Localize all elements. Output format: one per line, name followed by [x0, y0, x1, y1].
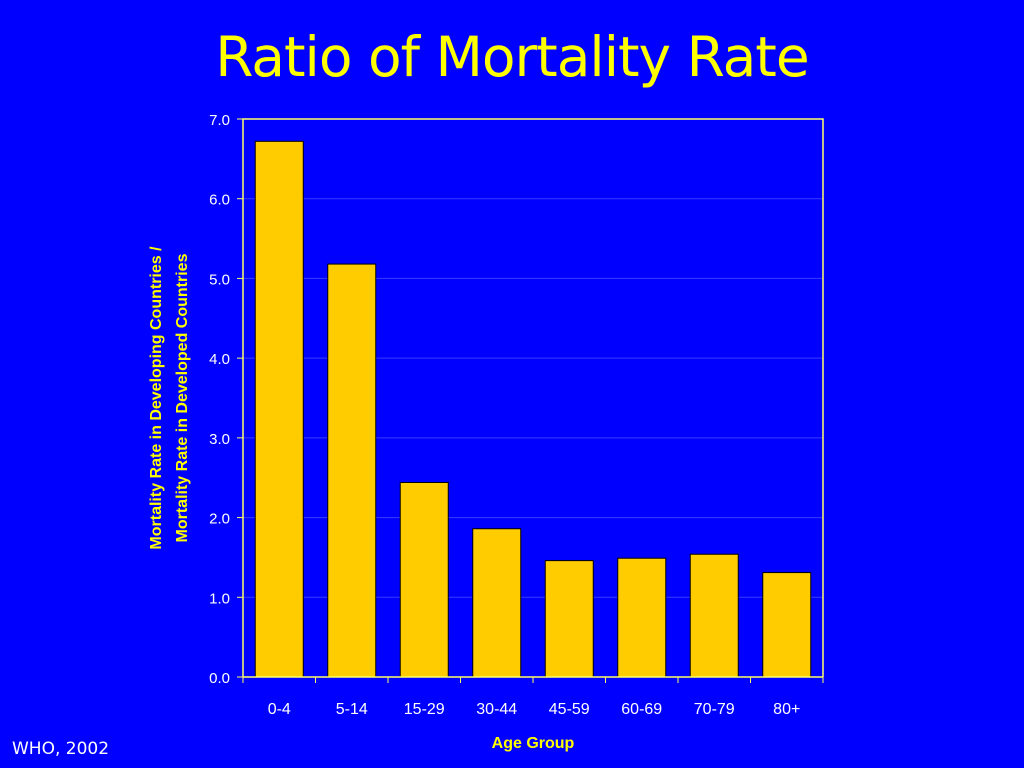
x-axis-title: Age Group — [492, 735, 575, 752]
bar-5-14 — [327, 263, 377, 678]
y-tick-label: 1.0 — [209, 590, 230, 607]
bar-70-79 — [689, 553, 739, 678]
bar-30-44 — [472, 528, 522, 678]
x-tick-label: 80+ — [773, 701, 800, 718]
bar-80+ — [762, 572, 812, 678]
y-tick-label: 5.0 — [209, 271, 230, 288]
y-tick-label: 4.0 — [209, 351, 230, 368]
x-tick-label: 0-4 — [268, 701, 291, 718]
y-tick-label: 2.0 — [209, 511, 230, 528]
x-tick-label: 5-14 — [336, 701, 368, 718]
x-tick-label: 30-44 — [476, 701, 517, 718]
y-tick-label: 3.0 — [209, 431, 230, 448]
bar-15-29 — [399, 481, 449, 678]
source-citation: WHO, 2002 — [12, 739, 110, 759]
y-axis-title-line: Mortality Rate in Developed Countries — [174, 253, 191, 542]
y-axis-title-line: Mortality Rate in Developing Countries / — [148, 246, 165, 550]
x-tick-label: 70-79 — [694, 701, 735, 718]
slide-title: Ratio of Mortality Rate — [215, 25, 809, 89]
x-tick-label: 60-69 — [621, 701, 662, 718]
bar-60-69 — [617, 557, 667, 678]
y-tick-label: 6.0 — [209, 192, 230, 209]
x-tick-label: 15-29 — [404, 701, 445, 718]
bar-45-59 — [544, 560, 594, 678]
x-tick-label: 45-59 — [549, 701, 590, 718]
y-tick-label: 7.0 — [209, 112, 230, 129]
y-tick-label: 0.0 — [209, 670, 230, 687]
bar-0-4 — [254, 140, 304, 678]
plot-frame — [242, 118, 824, 677]
